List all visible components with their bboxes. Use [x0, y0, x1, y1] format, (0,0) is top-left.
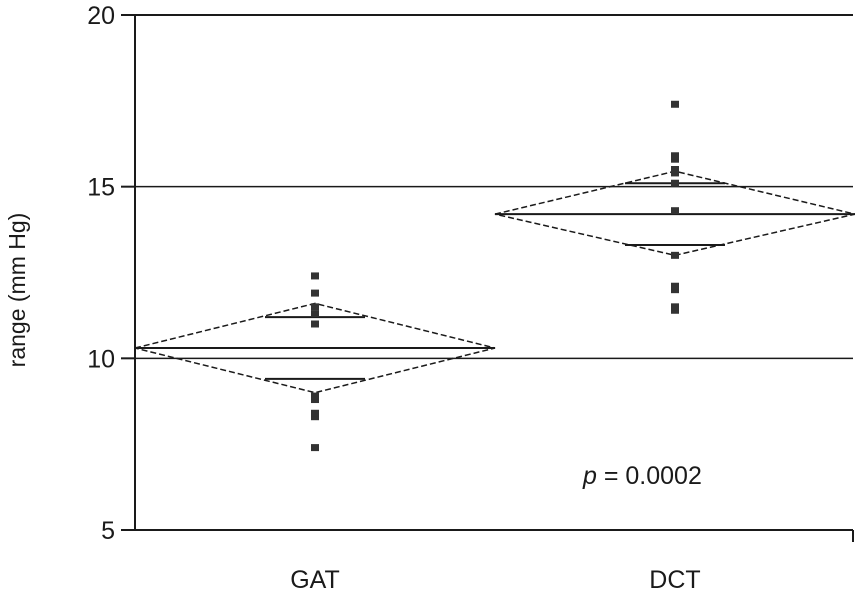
y-tick-label: 10	[87, 345, 115, 373]
y-tick-label: 5	[101, 517, 115, 545]
mean-diamond	[494, 170, 855, 257]
data-point	[671, 152, 679, 160]
data-point	[671, 179, 679, 187]
data-point	[311, 392, 319, 400]
data-point	[311, 289, 319, 297]
data-point	[671, 166, 679, 173]
data-point	[671, 207, 679, 215]
points-layer	[311, 100, 679, 452]
data-point	[311, 444, 319, 452]
y-tick-label: 20	[87, 2, 115, 30]
data-point	[311, 409, 319, 417]
labels-layer: 5 10 15 20 GAT DCT	[87, 2, 701, 591]
x-category-label: DCT	[649, 566, 700, 591]
p-symbol: p	[582, 462, 597, 490]
data-point	[311, 272, 319, 280]
y-axis-title: range (mm Hg)	[4, 213, 30, 368]
reference-lines-layer	[135, 185, 853, 360]
diamonds-layer	[134, 170, 855, 394]
data-point	[311, 303, 319, 311]
p-value-annotation: p = 0.0002	[582, 462, 702, 490]
data-point	[671, 251, 679, 259]
p-value-text: = 0.0002	[597, 462, 702, 490]
axes-layer	[121, 14, 854, 542]
y-tick-label: 15	[87, 174, 115, 202]
data-point	[311, 310, 319, 318]
x-category-label: GAT	[290, 566, 340, 591]
data-point	[671, 282, 679, 290]
data-point	[671, 303, 679, 311]
data-point	[671, 100, 679, 108]
data-point	[311, 320, 319, 328]
